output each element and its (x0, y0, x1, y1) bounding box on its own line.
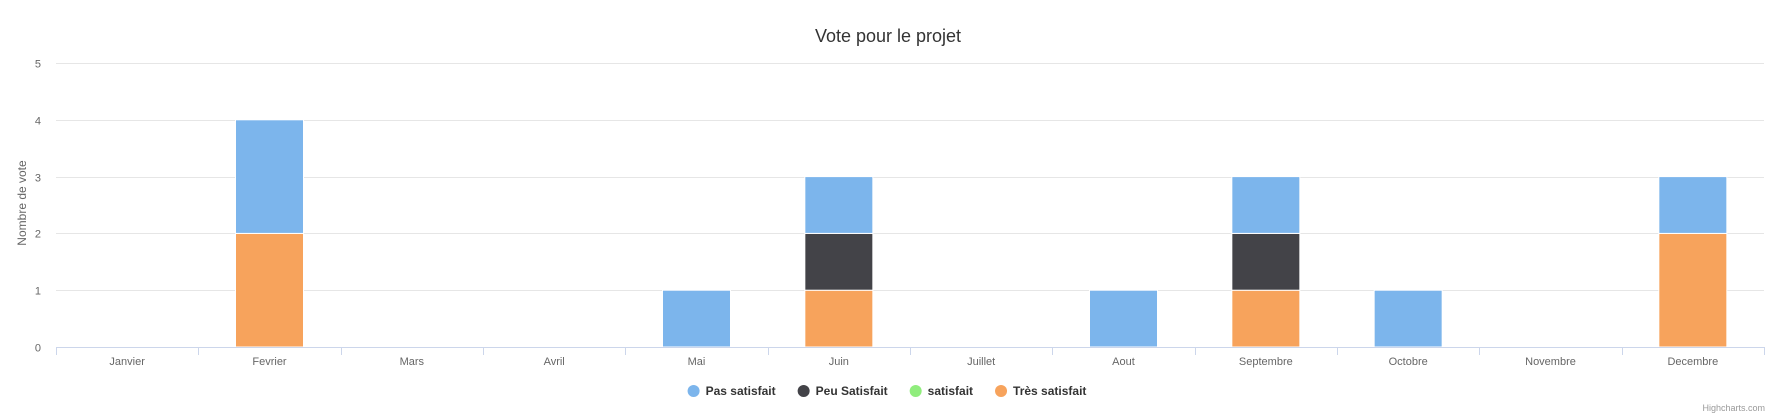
x-tick-label: Avril (544, 356, 565, 368)
y-tick-label: 5 (35, 59, 41, 71)
bar-segment[interactable] (1373, 289, 1443, 348)
x-tick-label: Mars (400, 356, 425, 368)
y-tick-label: 1 (35, 286, 41, 298)
legend: Pas satisfait Peu Satisfait satisfait Très … (687, 384, 1086, 398)
bar-segment[interactable] (1658, 176, 1728, 234)
x-tick-label: Aout (1112, 356, 1135, 368)
bar-segment[interactable] (235, 119, 304, 234)
bar-segment[interactable] (1231, 289, 1301, 348)
legend-label: Pas satisfait (706, 384, 776, 398)
legend-item[interactable]: Très satisfait (995, 384, 1086, 398)
legend-item[interactable]: Pas satisfait (687, 384, 776, 398)
y-axis-ticks: 0 1 2 3 4 5 (35, 59, 41, 355)
bar-segment[interactable] (804, 289, 874, 348)
x-axis: Janvier Fevrier Mars Avril Mai Juin Juillet Aou… (56, 347, 1765, 368)
y-tick-label: 4 (35, 116, 41, 128)
bar-segment[interactable] (1658, 232, 1728, 348)
y-tick-label: 3 (35, 173, 41, 185)
bar-segment[interactable] (804, 232, 874, 291)
bar-segment[interactable] (1231, 232, 1301, 291)
legend-label: satisfait (928, 384, 973, 398)
grid-lines (56, 63, 1764, 291)
x-tick-label: Juillet (967, 356, 995, 368)
legend-symbol (797, 385, 810, 397)
x-tick-label: Septembre (1239, 356, 1293, 368)
y-axis-title: Nombre de vote (15, 160, 29, 246)
chart-title: Vote pour le projet (815, 26, 961, 46)
bar-segment[interactable] (662, 289, 731, 348)
x-tick-label: Decembre (1667, 356, 1718, 368)
x-tick-label: Fevrier (252, 356, 287, 368)
bars (235, 119, 1728, 348)
x-tick-label: Juin (829, 356, 849, 368)
y-tick-label: 0 (35, 343, 41, 355)
x-tick-label: Novembre (1525, 356, 1576, 368)
bar-segment[interactable] (1231, 176, 1301, 234)
bar-segment[interactable] (804, 176, 874, 234)
legend-label: Peu Satisfait (816, 384, 888, 398)
legend-item[interactable]: Peu Satisfait (797, 384, 888, 398)
x-tick-label: Mai (688, 356, 706, 368)
bar-segment[interactable] (1089, 289, 1158, 348)
legend-label: Très satisfait (1013, 384, 1086, 398)
legend-symbol (995, 385, 1008, 397)
legend-symbol (909, 385, 922, 397)
legend-item[interactable]: satisfait (909, 384, 973, 398)
y-tick-label: 2 (35, 229, 41, 241)
credits-link[interactable]: Highcharts.com (1702, 403, 1765, 413)
bar-segment[interactable] (235, 232, 304, 348)
x-tick-label: Janvier (109, 356, 145, 368)
x-tick-label: Octobre (1389, 356, 1428, 368)
legend-symbol (687, 385, 700, 397)
